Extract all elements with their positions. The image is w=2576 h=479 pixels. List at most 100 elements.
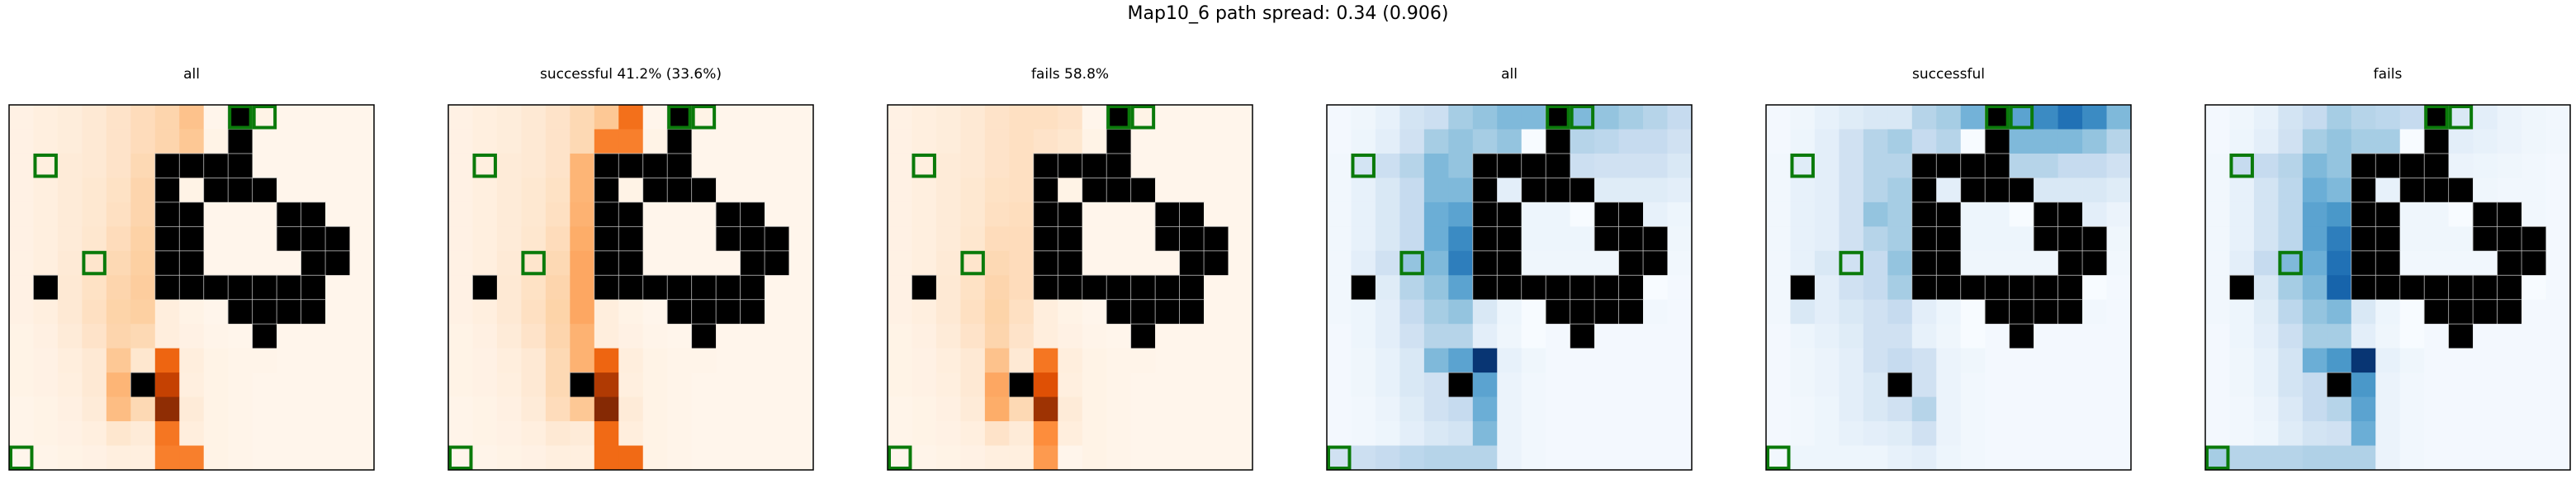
wall-cell (2423, 129, 2450, 154)
heatmap-cell (2082, 372, 2107, 397)
heatmap-cell (935, 372, 961, 397)
marker-square (960, 250, 985, 276)
heatmap-cell (277, 421, 301, 446)
heatmap-cell (1130, 421, 1156, 446)
heatmap-cell (2082, 299, 2107, 325)
heatmap-cell (1570, 396, 1595, 422)
heatmap-cell (9, 421, 34, 446)
wall-cell (2497, 274, 2522, 301)
marker-square (1546, 105, 1570, 130)
heatmap-cell (472, 178, 498, 203)
wall-cell (2351, 202, 2377, 228)
heatmap-plot (8, 104, 375, 471)
heatmap-cell (472, 202, 498, 227)
heatmap-cell (1130, 202, 1156, 227)
heatmap-cell (203, 202, 229, 227)
wall-cell (2472, 299, 2498, 325)
heatmap-cell (1082, 250, 1107, 276)
heatmap-cell (1839, 396, 1864, 422)
heatmap-cell (130, 153, 156, 178)
heatmap-cell (2057, 105, 2083, 130)
heatmap-cell (1130, 129, 1156, 154)
heatmap-cell (2522, 396, 2546, 422)
wall-cell (252, 178, 277, 203)
heatmap-cell (1766, 105, 1791, 130)
heatmap-cell (1839, 226, 1864, 252)
heatmap-cell (1130, 396, 1156, 422)
heatmap-cell (1327, 396, 1352, 422)
wall-cell (1154, 299, 1181, 325)
heatmap-cell (984, 153, 1010, 178)
heatmap-cell (1327, 421, 1352, 446)
wall-cell (1496, 250, 1522, 277)
heatmap-cell (888, 445, 912, 471)
heatmap-cell (1082, 299, 1107, 325)
heatmap-cell (448, 348, 473, 373)
heatmap-cell (349, 299, 375, 325)
heatmap-cell (545, 202, 571, 227)
heatmap-cell (1106, 226, 1132, 252)
heatmap-cell (740, 396, 765, 422)
heatmap-cell (130, 250, 156, 276)
heatmap-panel-2: successful 41.2% (33.6%) (447, 66, 814, 474)
wall-cell (1545, 274, 1571, 301)
heatmap-cell (277, 348, 301, 373)
heatmap-cell (888, 178, 912, 203)
heatmap-cell (667, 202, 693, 227)
heatmap-plot (447, 104, 814, 471)
heatmap-cell (82, 396, 107, 422)
heatmap-cell (1130, 226, 1156, 252)
heatmap-cell (1521, 202, 1546, 227)
heatmap-cell (106, 250, 131, 276)
heatmap-cell (448, 178, 473, 203)
heatmap-cell (1790, 178, 1816, 203)
heatmap-cell (1521, 324, 1546, 349)
heatmap-cell (594, 324, 619, 349)
heatmap-cell (57, 421, 83, 446)
heatmap-cell (496, 226, 522, 252)
heatmap-cell (1106, 348, 1132, 373)
heatmap-cell (2399, 348, 2425, 373)
heatmap-cell (1618, 178, 1644, 203)
heatmap-cell (57, 250, 83, 276)
wall-cell (1106, 299, 1132, 325)
heatmap-cell (2473, 324, 2498, 349)
wall-cell (1984, 104, 2010, 130)
wall-cell (1130, 299, 1156, 325)
heatmap-cell (1058, 396, 1083, 422)
heatmap-cell (1766, 372, 1791, 397)
heatmap-cell (252, 202, 277, 227)
heatmap-cell (1887, 445, 1913, 471)
heatmap-cell (2375, 348, 2401, 373)
heatmap-cell (618, 324, 644, 349)
panel-title: all (183, 66, 200, 83)
wall-cell (1984, 274, 2010, 301)
heatmap-cell (1887, 275, 1913, 301)
heatmap-cell (1766, 250, 1791, 276)
heatmap-cell (1985, 396, 2010, 422)
wall-cell (324, 250, 351, 277)
heatmap-cell (2302, 129, 2327, 154)
heatmap-cell (570, 153, 595, 178)
heatmap-cell (179, 324, 205, 349)
heatmap-cell (1570, 202, 1595, 227)
heatmap-cell (1327, 202, 1352, 227)
heatmap-cell (1546, 250, 1571, 276)
heatmap-cell (1448, 324, 1474, 349)
heatmap-cell (984, 372, 1010, 397)
heatmap-cell (1790, 396, 1816, 422)
heatmap-cell (277, 178, 301, 203)
heatmap-cell (106, 299, 131, 325)
plot-frame (887, 104, 1253, 471)
wall-cell (1570, 323, 1595, 349)
heatmap-panel-3: fails 58.8% (887, 66, 1253, 474)
heatmap-cell (1130, 250, 1156, 276)
heatmap-cell (984, 445, 1010, 471)
heatmap-cell (1204, 396, 1229, 422)
heatmap-cell (154, 396, 180, 422)
heatmap-cell (82, 153, 107, 178)
heatmap-cell (618, 421, 644, 446)
heatmap-cell (325, 324, 350, 349)
heatmap-cell (2106, 299, 2132, 325)
wall-cell (154, 250, 181, 277)
